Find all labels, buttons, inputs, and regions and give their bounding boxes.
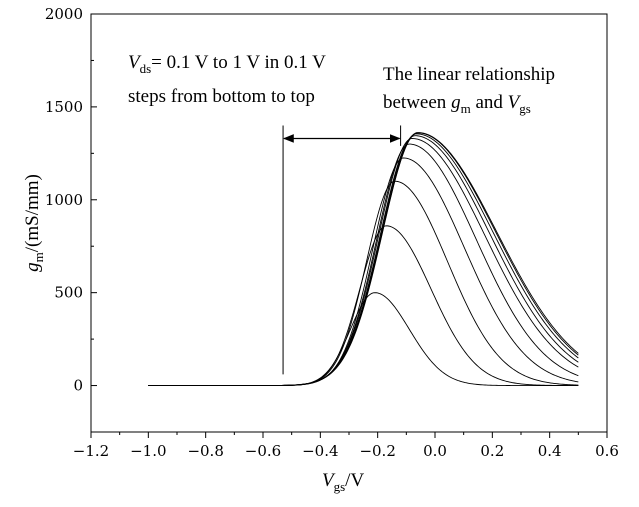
y-axis-ticks: 0 500 1000 1500 2000 <box>45 5 97 433</box>
series-line-vds-1 <box>148 132 579 387</box>
vds-note-line2: steps from bottom to top <box>128 86 315 107</box>
x-tick-label: 0.0 <box>423 442 447 460</box>
vds-note-line1: Vds= 0.1 V to 1 V in 0.1 V <box>128 52 326 76</box>
vds-note-rest: = 0.1 V to 1 V in 0.1 V <box>151 52 326 73</box>
linear-note-between: between <box>383 92 451 113</box>
series-line-vds-0.3 <box>148 180 579 387</box>
y-axis-label-main: g <box>22 262 43 272</box>
y-tick-label: 0 <box>73 377 83 395</box>
x-tick-label: −1.2 <box>73 442 109 460</box>
series-line-vds-0.9 <box>148 132 579 387</box>
x-axis-ticks: −1.2 −1.0 −0.8 −0.6 −0.4 −0.2 0.0 0.2 0.4 0.6 <box>73 432 619 460</box>
linear-note-and: and <box>471 92 508 113</box>
y-tick-label: 2000 <box>45 5 83 23</box>
x-tick-label: −0.2 <box>359 442 395 460</box>
x-tick-label: 0.2 <box>480 442 504 460</box>
x-tick-label: −0.4 <box>302 442 338 460</box>
x-axis-label-sub: gs <box>334 479 346 494</box>
series-group <box>148 132 579 387</box>
series-line-vds-0.6 <box>148 138 579 387</box>
annotations: Vds= 0.1 V to 1 V in 0.1 V steps from bo… <box>128 52 555 375</box>
x-axis-label-suffix: /V <box>345 470 364 491</box>
linear-note-line2: between gm and Vgs <box>383 92 531 116</box>
x-tick-label: −0.8 <box>187 442 223 460</box>
linear-note-v: V <box>508 92 522 113</box>
x-tick-label: 0.6 <box>595 442 619 460</box>
linear-note-gsub: m <box>461 101 471 116</box>
series-line-vds-0.8 <box>148 133 579 387</box>
x-axis-label-main: V <box>322 470 336 491</box>
linear-note-g: g <box>451 92 461 113</box>
linear-note-vsub: gs <box>519 101 531 116</box>
x-tick-label: −1.0 <box>130 442 166 460</box>
vds-note-sub: ds <box>140 61 152 76</box>
vds-note-v: V <box>128 52 142 73</box>
series-line-vds-0.7 <box>148 135 579 387</box>
y-tick-label: 500 <box>54 284 83 302</box>
x-tick-label: −0.6 <box>245 442 281 460</box>
y-axis-label-sub: m <box>31 252 46 262</box>
linear-note-line1: The linear relationship <box>383 64 555 85</box>
y-tick-label: 1500 <box>45 98 83 116</box>
x-tick-label: 0.4 <box>538 442 562 460</box>
x-axis-label: Vgs/V <box>322 470 364 494</box>
y-axis-label-suffix: /(mS/mm) <box>22 174 43 252</box>
y-axis-label: gm/(mS/mm) <box>22 174 46 272</box>
y-tick-label: 1000 <box>45 191 83 209</box>
